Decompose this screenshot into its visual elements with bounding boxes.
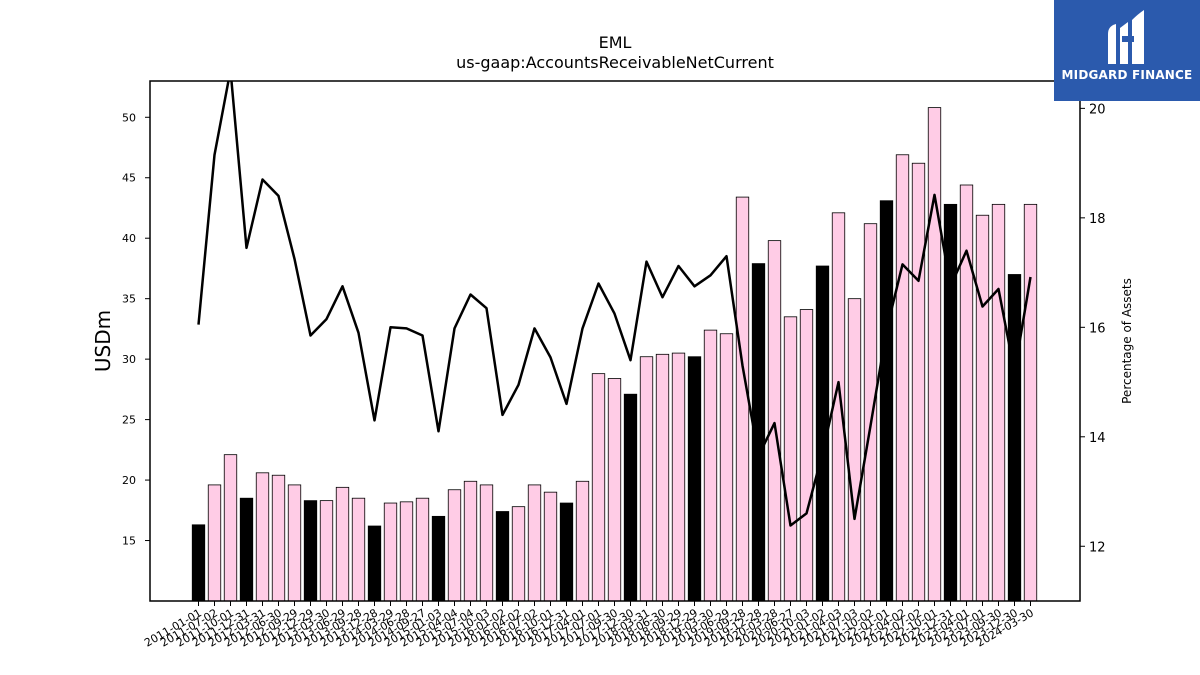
chart-title: EML: [599, 33, 632, 52]
bar: [847, 298, 862, 602]
bar: [271, 474, 286, 602]
bar: [463, 480, 478, 602]
bar: [511, 506, 526, 602]
bar: [447, 489, 462, 602]
bar: [591, 373, 606, 602]
y-tick-label: 50: [122, 111, 136, 124]
bar: [335, 486, 350, 602]
bar: [671, 352, 686, 602]
bar: [911, 162, 926, 602]
bar: [351, 497, 366, 602]
bar: [927, 107, 942, 602]
bar: [607, 378, 622, 602]
y-tick-label: 25: [122, 414, 136, 427]
bar: [527, 484, 542, 602]
bar: [687, 356, 702, 602]
bar: [367, 525, 382, 602]
bar: [799, 309, 814, 602]
bar: [719, 333, 734, 602]
chart-subtitle: us-gaap:AccountsReceivableNetCurrent: [456, 53, 774, 72]
bar: [239, 497, 254, 602]
bar: [543, 491, 558, 602]
bar: [415, 497, 430, 602]
bar: [895, 154, 910, 602]
bar: [767, 240, 782, 602]
y2-tick-label: 16: [1089, 321, 1106, 336]
bar: [287, 484, 302, 602]
bar: [575, 480, 590, 602]
bar: [991, 203, 1006, 602]
y-axis-left: 15 20 25 30 35 40 45 50: [122, 111, 150, 548]
bar: [559, 502, 574, 602]
y2-tick-label: 18: [1089, 212, 1106, 227]
bar: [191, 524, 206, 602]
y2-tick-label: 20: [1089, 102, 1106, 117]
y-tick-label: 20: [122, 474, 136, 487]
line-layer: [197, 81, 1032, 527]
y-tick-label: 35: [122, 293, 136, 306]
bar: [255, 472, 270, 602]
bar: [863, 223, 878, 602]
bar: [959, 184, 974, 602]
y2-tick-label: 12: [1089, 540, 1106, 555]
bar: [639, 356, 654, 602]
brand-logo: MIDGARD FINANCE: [1054, 0, 1200, 101]
y-tick-label: 45: [122, 172, 136, 185]
bar: [1007, 274, 1022, 602]
bar: [303, 500, 318, 602]
bar: [879, 200, 894, 602]
bar: [431, 515, 446, 602]
bar: [735, 196, 750, 602]
bar: [223, 454, 238, 602]
bar: [207, 484, 222, 602]
midgard-logo-icon: [1108, 10, 1144, 64]
y-axis-label: USDm: [91, 310, 115, 372]
y2-tick-label: 14: [1089, 431, 1106, 446]
bar: [975, 214, 990, 602]
bar: [479, 484, 494, 602]
bar: [1023, 203, 1038, 602]
y2-axis-label: Percentage of Assets: [1120, 278, 1134, 404]
y-tick-label: 30: [122, 353, 136, 366]
y-axis-right: 12 14 16 18 20: [1080, 102, 1106, 555]
y-tick-label: 40: [122, 232, 136, 245]
logo-text: MIDGARD FINANCE: [1061, 68, 1193, 82]
bar: [783, 316, 798, 602]
y-tick-label: 15: [122, 535, 136, 548]
x-axis: 2011-01-012011-07-022011-10-012011-12-31…: [142, 601, 1036, 650]
series-line: [197, 81, 1032, 527]
bar: [655, 353, 670, 602]
bar: [399, 501, 414, 602]
bar: [703, 329, 718, 602]
bar: [623, 393, 638, 602]
bar: [383, 502, 398, 602]
bar: [495, 511, 510, 602]
bar: [319, 500, 334, 602]
bars-layer: [191, 107, 1038, 602]
